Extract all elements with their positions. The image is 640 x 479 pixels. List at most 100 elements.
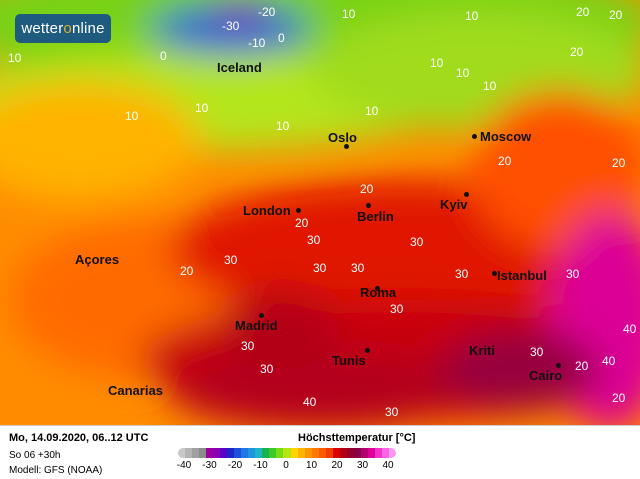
temperature-value: 30 bbox=[455, 267, 469, 281]
temperature-value: 20 bbox=[609, 8, 623, 22]
temperature-value: 20 bbox=[180, 264, 194, 278]
scale-swatch bbox=[227, 448, 235, 458]
scale-swatch bbox=[367, 448, 375, 458]
temperature-value: 20 bbox=[575, 359, 589, 373]
scale-tick: 10 bbox=[305, 460, 318, 471]
temperature-value: 20 bbox=[360, 182, 374, 196]
model-name: Modell: GFS (NOAA) bbox=[9, 465, 103, 476]
city-marker bbox=[296, 208, 301, 213]
city-label: Istanbul bbox=[497, 268, 547, 283]
temperature-value: 10 bbox=[195, 101, 209, 115]
temperature-value: 20 bbox=[612, 391, 626, 405]
city-marker bbox=[556, 363, 561, 368]
temperature-value: 30 bbox=[410, 235, 424, 249]
temperature-value: 10 bbox=[276, 119, 290, 133]
scale-swatch bbox=[213, 448, 221, 458]
scale-swatch bbox=[255, 448, 263, 458]
scale-swatch bbox=[248, 448, 256, 458]
scale-swatch bbox=[206, 448, 214, 458]
scale-swatch bbox=[374, 448, 382, 458]
city-label: Berlin bbox=[357, 209, 394, 224]
scale-swatch bbox=[192, 448, 200, 458]
scale-swatch bbox=[311, 448, 319, 458]
scale-tick: -20 bbox=[227, 460, 243, 471]
temperature-value: 0 bbox=[278, 31, 285, 45]
scale-tick: 20 bbox=[331, 460, 343, 471]
city-label: Roma bbox=[360, 285, 397, 300]
scale-swatch bbox=[304, 448, 312, 458]
temperature-value: 10 bbox=[125, 109, 139, 123]
temperature-value: 30 bbox=[385, 405, 399, 419]
temperature-value: 10 bbox=[8, 51, 22, 65]
temperature-value: 30 bbox=[260, 362, 274, 376]
scale-tick: 0 bbox=[283, 460, 289, 471]
scale-tick: -30 bbox=[202, 460, 217, 471]
temperature-map[interactable]: wetteronline Iceland Oslo Moscow London Berl… bbox=[0, 0, 640, 425]
city-label: Tunis bbox=[332, 353, 366, 368]
city-marker bbox=[375, 286, 380, 291]
scale-swatch bbox=[199, 448, 207, 458]
city-label: Canarias bbox=[108, 383, 163, 398]
scale-swatch bbox=[262, 448, 270, 458]
city-marker bbox=[366, 203, 371, 208]
city-marker bbox=[344, 144, 349, 149]
scale-swatch bbox=[283, 448, 291, 458]
legend-title: Höchsttemperatur [°C] bbox=[298, 432, 416, 444]
scale-swatch bbox=[290, 448, 298, 458]
scale-swatch bbox=[276, 448, 284, 458]
temperature-value: -30 bbox=[222, 19, 240, 33]
temperature-value: 30 bbox=[530, 345, 544, 359]
temperature-value: 10 bbox=[483, 79, 497, 93]
forecast-date: Mo, 14.09.2020, 06..12 UTC bbox=[9, 432, 149, 444]
scale-swatch bbox=[318, 448, 326, 458]
city-label: Açores bbox=[75, 252, 120, 267]
temperature-value: 20 bbox=[612, 156, 626, 170]
temperature-value: 40 bbox=[602, 354, 616, 368]
temperature-value: 30 bbox=[390, 302, 404, 316]
temperature-value: 40 bbox=[623, 322, 637, 336]
city-marker bbox=[259, 313, 264, 318]
scale-swatch bbox=[178, 448, 186, 458]
color-scale bbox=[178, 448, 396, 458]
temperature-value: 30 bbox=[313, 261, 327, 275]
temperature-value: 10 bbox=[342, 7, 356, 21]
temperature-value: 10 bbox=[465, 9, 479, 23]
scale-swatch bbox=[241, 448, 249, 458]
city-label: Kyiv bbox=[440, 197, 468, 212]
scale-swatch bbox=[388, 448, 396, 458]
scale-tick: -40 bbox=[176, 460, 192, 471]
scale-swatch bbox=[346, 448, 354, 458]
temperature-value: 40 bbox=[303, 395, 317, 409]
scale-swatch bbox=[353, 448, 361, 458]
temperature-value: -10 bbox=[248, 36, 266, 50]
scale-swatch bbox=[339, 448, 347, 458]
city-label: Cairo bbox=[529, 368, 563, 383]
scale-swatch bbox=[297, 448, 305, 458]
scale-tick: 30 bbox=[356, 460, 369, 471]
city-label: Iceland bbox=[217, 60, 262, 75]
scale-swatch bbox=[269, 448, 277, 458]
temperature-value: 30 bbox=[241, 339, 255, 353]
scale-swatch bbox=[220, 448, 228, 458]
scale-swatch bbox=[325, 448, 333, 458]
city-label: London bbox=[243, 203, 291, 218]
temperature-value: 30 bbox=[566, 267, 580, 281]
scale-swatch bbox=[381, 448, 389, 458]
city-marker bbox=[464, 192, 469, 197]
temperature-value: 0 bbox=[160, 49, 167, 63]
temperature-value: 30 bbox=[224, 253, 238, 267]
scale-swatch bbox=[185, 448, 193, 458]
scale-tick: -10 bbox=[253, 460, 268, 471]
map-footer: Mo, 14.09.2020, 06..12 UTC So 06 +30h Mo… bbox=[0, 425, 640, 479]
wetteronline-logo[interactable]: wetteronline bbox=[15, 14, 111, 43]
temperature-value: 10 bbox=[456, 66, 470, 80]
model-run: So 06 +30h bbox=[9, 450, 61, 461]
scale-swatch bbox=[360, 448, 368, 458]
temperature-value: 20 bbox=[576, 5, 590, 19]
city-marker bbox=[365, 348, 370, 353]
temperature-value: 10 bbox=[365, 104, 379, 118]
scale-tick: 40 bbox=[382, 460, 394, 471]
city-label: Moscow bbox=[480, 129, 532, 144]
temperature-value: 30 bbox=[307, 233, 321, 247]
temperature-value: 20 bbox=[295, 216, 309, 230]
